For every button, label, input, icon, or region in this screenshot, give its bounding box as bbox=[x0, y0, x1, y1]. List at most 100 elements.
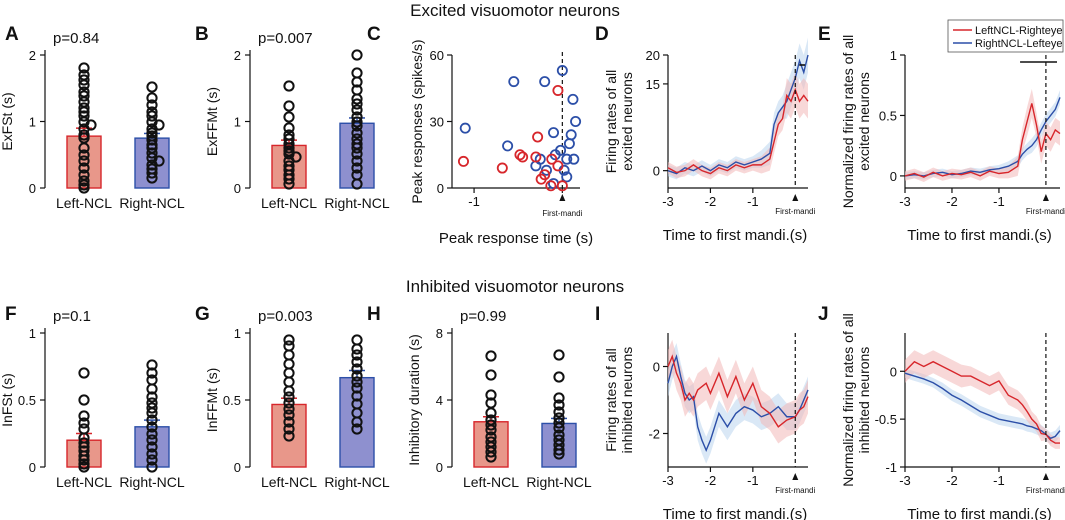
y-axis-label-B-0: ExFFMt (s) bbox=[204, 87, 220, 156]
scatter-point-red bbox=[532, 131, 544, 143]
series-line-red bbox=[667, 87, 809, 175]
data-point bbox=[146, 134, 158, 146]
data-point bbox=[146, 92, 158, 104]
scatter-point-blue bbox=[567, 93, 579, 105]
y-tick-label: 0 bbox=[890, 169, 897, 184]
data-point bbox=[485, 350, 497, 362]
p-value-label: p=0.99 bbox=[460, 308, 506, 325]
data-point bbox=[146, 448, 158, 460]
data-point bbox=[283, 334, 295, 346]
x-tick-label: -3 bbox=[899, 473, 911, 488]
y-tick-label: 15 bbox=[646, 77, 660, 92]
y-axis-label-I-1: inhibited neurons bbox=[619, 347, 635, 454]
data-point bbox=[78, 79, 90, 91]
y-tick-label: 1 bbox=[890, 48, 897, 63]
y-axis-label-I-0: Firing rates of all bbox=[603, 348, 619, 451]
y-tick-label: 0 bbox=[29, 181, 36, 196]
y-axis-label-A-0: ExFSt (s) bbox=[0, 92, 15, 150]
panel-E: E 0 0.5 1 -3 -2 -1 First-mandi Time to first man… bbox=[818, 24, 1065, 244]
legend-red-label: LeftNCL-Righteye bbox=[975, 25, 1062, 37]
data-point bbox=[351, 67, 363, 79]
data-point bbox=[485, 451, 497, 463]
data-point bbox=[351, 356, 363, 368]
panel-letter-J: J bbox=[818, 304, 829, 325]
data-point bbox=[351, 334, 363, 346]
x-axis-label: Peak response time (s) bbox=[439, 230, 593, 247]
onset-annotation: First-mandi bbox=[1026, 207, 1065, 216]
scatter-point-red bbox=[517, 151, 529, 163]
data-point bbox=[351, 376, 363, 388]
data-point bbox=[78, 450, 90, 462]
y-tick-label: 1 bbox=[29, 115, 36, 130]
data-point bbox=[553, 349, 565, 361]
x-tick-label: -1 bbox=[468, 194, 480, 209]
x-axis-label: Time to first mandi.(s) bbox=[663, 227, 807, 244]
x-tick-label: -1 bbox=[747, 194, 759, 209]
y-axis-label-J-0: Normalized firing rates of all bbox=[840, 313, 856, 487]
scatter-point-red bbox=[514, 149, 526, 161]
y-tick-label: 30 bbox=[430, 115, 444, 130]
y-tick-label: 0 bbox=[234, 181, 241, 196]
y-axis-label-E-0: Normalized firing rates of all bbox=[840, 35, 856, 209]
data-point bbox=[283, 367, 295, 379]
scatter-point-blue bbox=[508, 76, 520, 88]
p-value-label: p=0.007 bbox=[258, 30, 313, 47]
y-tick-label: 1 bbox=[234, 115, 241, 130]
data-point bbox=[283, 122, 295, 134]
p-value-label: p=0.84 bbox=[53, 30, 99, 47]
panel-C: C 0 30 60 -1 First-mandi Peak response time (s… bbox=[367, 24, 593, 247]
data-point bbox=[283, 391, 295, 403]
data-point bbox=[351, 178, 363, 190]
data-point bbox=[351, 423, 363, 435]
data-point bbox=[485, 446, 497, 458]
data-point bbox=[283, 376, 295, 388]
x-tick-label: -3 bbox=[899, 194, 911, 209]
data-point bbox=[283, 111, 295, 123]
series-line-red bbox=[904, 103, 1061, 178]
onset-arrow-icon bbox=[792, 194, 799, 201]
data-point bbox=[146, 414, 158, 426]
data-point bbox=[78, 74, 90, 86]
data-point bbox=[146, 147, 158, 159]
x-category-label: Right-NCL bbox=[526, 474, 592, 490]
y-tick-label: 2 bbox=[29, 48, 36, 63]
y-tick-label: 0 bbox=[436, 460, 443, 475]
y-tick-label: 60 bbox=[430, 48, 444, 63]
y-axis-label-H-0: Inhibitory duration (s) bbox=[406, 334, 422, 466]
scatter-point-red bbox=[552, 160, 564, 172]
x-tick-label: -1 bbox=[993, 194, 1005, 209]
data-point bbox=[78, 417, 90, 429]
bar-Left-NCL bbox=[473, 421, 509, 468]
data-point bbox=[351, 370, 363, 382]
p-value-label: p=0.1 bbox=[53, 308, 91, 325]
y-tick-label: 8 bbox=[436, 326, 443, 341]
data-point bbox=[553, 406, 565, 418]
scatter-point-red bbox=[457, 155, 469, 167]
data-point bbox=[146, 407, 158, 419]
panel-F: F 0 0.5 1 InFSt (s) p=0.1 Left-NCL Right-NCL bbox=[0, 304, 185, 490]
scatter-point-blue bbox=[539, 76, 551, 88]
data-point bbox=[351, 382, 363, 394]
data-point bbox=[351, 349, 363, 361]
x-tick-label: -2 bbox=[946, 473, 958, 488]
data-point bbox=[78, 367, 90, 379]
y-axis-label-D-1: excited neurons bbox=[619, 72, 635, 171]
data-point bbox=[283, 349, 295, 361]
x-category-label: Left-NCL bbox=[56, 474, 112, 490]
data-point bbox=[78, 410, 90, 422]
x-category-label: Right-NCL bbox=[119, 474, 185, 490]
data-point bbox=[485, 407, 497, 419]
panel-D: D 0 15 20 -3 -2 -1 First-mandi Time to first man… bbox=[595, 24, 815, 244]
scatter-point-blue bbox=[502, 140, 514, 152]
data-point bbox=[553, 422, 565, 434]
error-band-red bbox=[905, 88, 1060, 182]
data-point bbox=[146, 461, 158, 473]
data-point bbox=[146, 367, 158, 379]
y-axis-label-C-0: Peak responses (spikes/s) bbox=[409, 39, 425, 203]
data-point bbox=[351, 343, 363, 355]
panel-letter-I: I bbox=[595, 304, 600, 325]
panel-letter-D: D bbox=[595, 24, 609, 45]
y-tick-label: -2 bbox=[648, 427, 660, 442]
legend-blue-label: RightNCL-Lefteye bbox=[975, 38, 1062, 50]
scatter-point-blue bbox=[563, 138, 575, 150]
